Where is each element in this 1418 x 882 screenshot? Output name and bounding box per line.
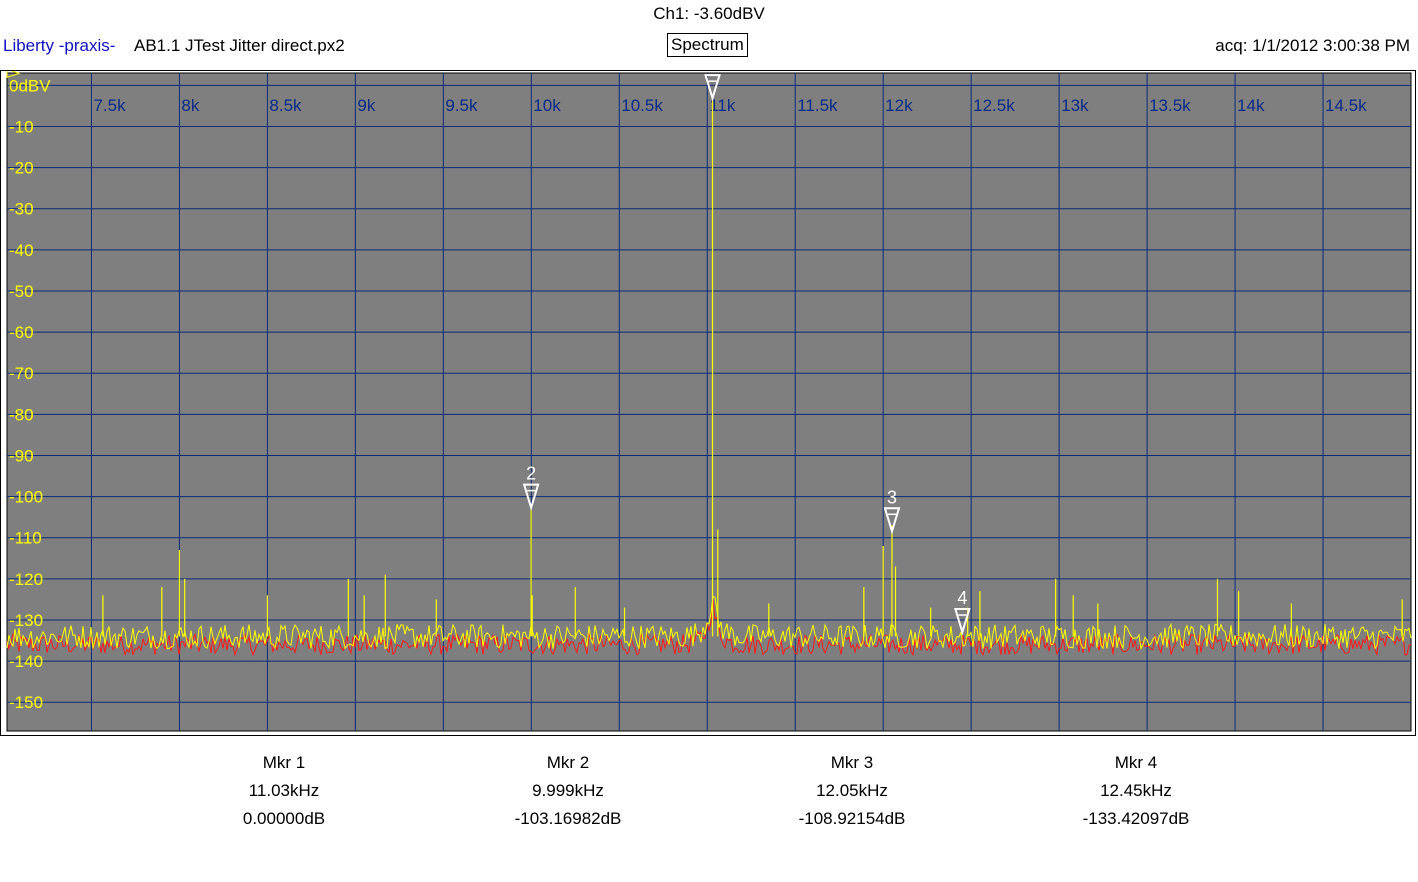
marker-name: Mkr 2	[546, 753, 590, 772]
marker-level: -103.16982dB	[514, 809, 622, 828]
y-tick-label: -90	[9, 446, 34, 465]
plot-frame: 7.5k 8k 8.5k 9k 9.5k 10k 10.5k 11k 11.5k 12k 12.5k…	[0, 70, 1416, 736]
y-tick-label: -70	[9, 364, 34, 383]
series-red-trace	[6, 599, 1412, 657]
x-tick-label: 12.5k	[973, 96, 1015, 115]
acquisition-timestamp: acq: 1/1/2012 3:00:38 PM	[1215, 36, 1410, 55]
series-yellow-trace	[6, 595, 1412, 651]
x-tick-label: 8.5k	[269, 96, 302, 115]
marker-frequency: 12.45kHz	[1100, 781, 1172, 800]
file-name: AB1.1 JTest Jitter direct.px2	[134, 36, 345, 55]
marker-frequency: 11.03kHz	[248, 781, 320, 800]
x-tick-label: 13.5k	[1149, 96, 1191, 115]
channel-level-readout: Ch1: -3.60dBV	[653, 4, 765, 23]
marker-1: 1	[704, 71, 721, 102]
x-tick-label: 9.5k	[445, 96, 478, 115]
y-tick-label: -130	[9, 611, 43, 630]
y-tick-label: -40	[9, 241, 34, 260]
marker-label: 3	[887, 487, 897, 507]
x-tick-label: 10k	[533, 96, 561, 115]
marker-frequency: 12.05kHz	[816, 781, 888, 800]
reference-level-icon	[6, 71, 21, 79]
marker-triangle-icon	[522, 483, 540, 512]
x-tick-label: 13k	[1061, 96, 1089, 115]
marker-level: -133.42097dB	[1082, 809, 1190, 828]
marker-frequency: 9.999kHz	[532, 781, 604, 800]
y-tick-label: -10	[9, 117, 34, 136]
marker-4: 4	[954, 588, 971, 636]
marker-readout-2: Mkr 2 9.999kHz -103.16982dB	[478, 749, 658, 833]
app-name: Liberty -praxis-	[3, 36, 116, 55]
x-tick-label: 14k	[1237, 96, 1265, 115]
x-tick-label: 11.5k	[797, 96, 838, 115]
view-mode-button[interactable]: Spectrum	[667, 33, 748, 57]
marker-label: 4	[957, 588, 967, 608]
marker-label: 2	[526, 464, 536, 484]
marker-readout-4: Mkr 4 12.45kHz -133.42097dB	[1046, 749, 1226, 833]
marker-2: 2	[522, 464, 540, 512]
marker-3: 3	[883, 487, 901, 535]
marker-readout-1: Mkr 1 11.03kHz 0.00000dB	[194, 749, 374, 833]
y-tick-label: -60	[9, 323, 34, 342]
x-tick-label: 9k	[357, 96, 375, 115]
marker-level: -108.92154dB	[798, 809, 906, 828]
marker-label: 1	[708, 71, 718, 74]
marker-level: 0.00000dB	[242, 809, 326, 828]
marker-name: Mkr 1	[262, 753, 306, 772]
y-tick-label: -110	[9, 529, 42, 548]
spectrum-plot[interactable]: 7.5k 8k 8.5k 9k 9.5k 10k 10.5k 11k 11.5k 12k 12.5k…	[1, 71, 1415, 735]
marker-triangle-icon	[883, 507, 901, 535]
x-tick-label: 7.5k	[93, 96, 126, 115]
marker-triangle-icon	[954, 608, 971, 636]
x-tick-label: 11k	[709, 96, 736, 115]
y-tick-label: 0dBV	[9, 76, 51, 95]
x-tick-label: 12k	[885, 96, 913, 115]
marker-triangle-icon	[704, 74, 721, 102]
y-tick-label: -140	[9, 652, 43, 671]
y-tick-label: -80	[9, 405, 34, 424]
y-tick-label: -120	[9, 570, 43, 589]
marker-name: Mkr 4	[1114, 753, 1158, 772]
x-tick-label: 10.5k	[621, 96, 663, 115]
marker-name: Mkr 3	[830, 753, 874, 772]
marker-readout-3: Mkr 3 12.05kHz -108.92154dB	[762, 749, 942, 833]
x-tick-label: 14.5k	[1325, 96, 1367, 115]
y-tick-label: -100	[9, 488, 43, 507]
y-tick-label: -150	[9, 693, 43, 712]
y-tick-label: -50	[9, 282, 34, 301]
x-tick-label: 8k	[181, 96, 199, 115]
y-tick-label: -30	[9, 200, 34, 219]
y-tick-label: -20	[9, 159, 34, 178]
